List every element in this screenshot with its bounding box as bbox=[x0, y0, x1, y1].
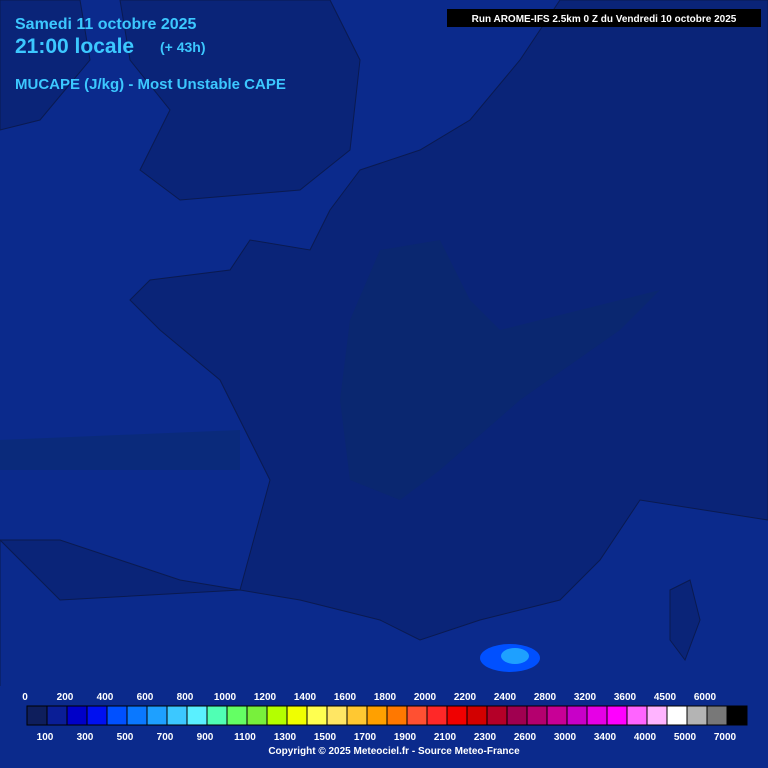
legend-swatch bbox=[66, 705, 88, 726]
ireland bbox=[0, 0, 91, 131]
legend-swatch bbox=[586, 705, 608, 726]
legend-label: 2100 bbox=[434, 732, 457, 743]
legend-label: 7000 bbox=[714, 732, 737, 743]
legend-swatch bbox=[26, 705, 48, 726]
legend-label: 600 bbox=[137, 692, 154, 703]
legend-label: 2300 bbox=[474, 732, 497, 743]
legend-swatch bbox=[646, 705, 668, 726]
legend-swatch bbox=[46, 705, 68, 726]
great-britain bbox=[119, 0, 361, 201]
legend-swatch bbox=[546, 705, 568, 726]
legend-swatch bbox=[666, 705, 688, 726]
legend-label: 2000 bbox=[414, 692, 437, 703]
cape-area bbox=[501, 648, 529, 664]
legend-label: 1100 bbox=[234, 732, 256, 743]
legend-label: 2400 bbox=[494, 692, 517, 703]
legend-swatch bbox=[166, 705, 188, 726]
legend-label: 300 bbox=[77, 732, 94, 743]
legend-label: 1600 bbox=[334, 692, 357, 703]
legend-swatch bbox=[386, 705, 408, 726]
legend-swatch bbox=[266, 705, 288, 726]
time: 21:00 locale bbox=[15, 35, 134, 58]
legend-label: 2800 bbox=[534, 692, 557, 703]
legend-swatch bbox=[346, 705, 368, 726]
legend-swatch bbox=[526, 705, 548, 726]
legend-label: 4500 bbox=[654, 692, 677, 703]
legend-swatch bbox=[446, 705, 468, 726]
legend-swatch bbox=[326, 705, 348, 726]
legend-swatch bbox=[606, 705, 628, 726]
legend-label: 5000 bbox=[674, 732, 697, 743]
legend-panel bbox=[0, 686, 768, 768]
corsica bbox=[669, 579, 701, 662]
legend-label: 200 bbox=[57, 692, 74, 703]
legend-label: 1500 bbox=[314, 732, 337, 743]
legend-swatch bbox=[706, 705, 728, 726]
legend-label: 4000 bbox=[634, 732, 657, 743]
legend-label: 1800 bbox=[374, 692, 397, 703]
legend-swatch bbox=[486, 705, 508, 726]
legend-swatch bbox=[186, 705, 208, 726]
run-info: Run AROME-IFS 2.5km 0 Z du Vendredi 10 o… bbox=[472, 14, 737, 25]
legend-swatch bbox=[726, 705, 748, 726]
legend-swatch bbox=[366, 705, 388, 726]
date: Samedi 11 octobre 2025 bbox=[15, 16, 197, 33]
legend-label: 800 bbox=[177, 692, 194, 703]
legend-label: 700 bbox=[157, 732, 174, 743]
legend-swatch bbox=[206, 705, 228, 726]
legend-label: 3000 bbox=[554, 732, 577, 743]
legend-label: 1700 bbox=[354, 732, 377, 743]
legend-label: 1300 bbox=[274, 732, 297, 743]
legend-label: 3200 bbox=[574, 692, 597, 703]
cape-area bbox=[340, 240, 660, 500]
legend-swatch bbox=[86, 705, 108, 726]
legend-label: 900 bbox=[197, 732, 214, 743]
legend-label: 100 bbox=[37, 732, 54, 743]
legend-swatch bbox=[566, 705, 588, 726]
legend-swatch bbox=[506, 705, 528, 726]
legend-swatch bbox=[226, 705, 248, 726]
legend-label: 1900 bbox=[394, 732, 417, 743]
legend-swatch bbox=[106, 705, 128, 726]
legend-swatch bbox=[286, 705, 308, 726]
legend-label: 400 bbox=[97, 692, 114, 703]
legend-label: 6000 bbox=[694, 692, 717, 703]
legend-swatch bbox=[466, 705, 488, 726]
legend-swatch bbox=[126, 705, 148, 726]
parameter: MUCAPE (J/kg) - Most Unstable CAPE bbox=[15, 76, 286, 93]
legend: 0 100 200 300 400 500 600 700 800 900 1000 1100 1200… bbox=[22, 692, 748, 743]
legend-label: 1400 bbox=[294, 692, 317, 703]
legend-label: 2600 bbox=[514, 732, 537, 743]
legend-swatch bbox=[686, 705, 708, 726]
lead-time: (+ 43h) bbox=[160, 39, 206, 55]
cape-area bbox=[0, 430, 240, 470]
legend-label: 3600 bbox=[614, 692, 637, 703]
legend-swatch bbox=[406, 705, 428, 726]
legend-label: 1200 bbox=[254, 692, 277, 703]
legend-label: 500 bbox=[117, 732, 134, 743]
legend-label: 2200 bbox=[454, 692, 477, 703]
copyright: Copyright © 2025 Meteociel.fr - Source M… bbox=[268, 746, 520, 757]
legend-swatch bbox=[246, 705, 268, 726]
legend-swatch bbox=[626, 705, 648, 726]
legend-label: 0 bbox=[22, 692, 28, 703]
run-box bbox=[447, 9, 761, 27]
legend-label: 3400 bbox=[594, 732, 617, 743]
legend-swatch bbox=[426, 705, 448, 726]
legend-swatch bbox=[306, 705, 328, 726]
legend-swatch bbox=[146, 705, 168, 726]
legend-label: 1000 bbox=[214, 692, 237, 703]
